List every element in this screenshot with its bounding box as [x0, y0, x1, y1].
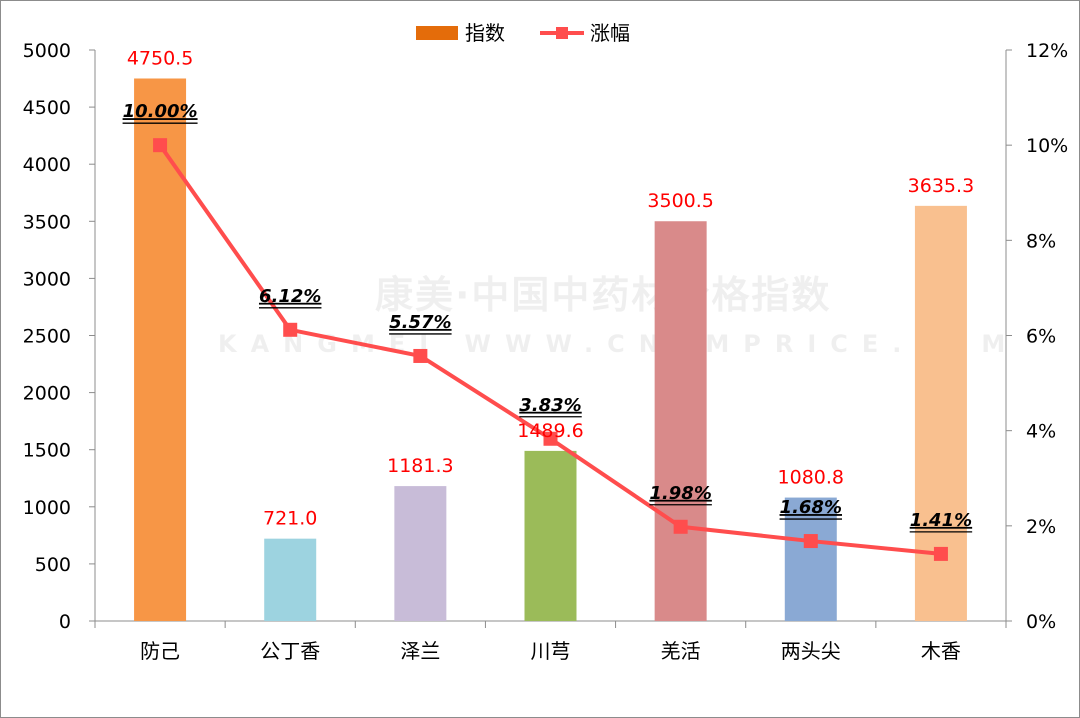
- left-tick-label: 3500: [23, 211, 71, 233]
- pct-value-label: 6.12%: [259, 286, 321, 307]
- pct-value-label: 5.57%: [389, 312, 451, 333]
- category-label: 公丁香: [260, 639, 320, 663]
- bar-value-label: 721.0: [263, 508, 317, 530]
- category-label: 川芎: [531, 639, 571, 663]
- bar: [394, 486, 447, 621]
- legend-line-marker: [556, 27, 568, 39]
- bar: [784, 497, 837, 621]
- pct-value-label: 10.00%: [123, 101, 198, 122]
- right-tick-label: 6%: [1026, 326, 1056, 348]
- left-tick-label: 3000: [23, 268, 71, 290]
- bar: [654, 221, 707, 621]
- bar-value-label: 3635.3: [908, 175, 974, 197]
- line-point: [413, 348, 428, 363]
- bar-value-label: 1080.8: [778, 467, 844, 489]
- bars-group: [134, 78, 967, 621]
- right-tick-label: 12%: [1026, 40, 1068, 62]
- left-tick-label: 0: [59, 611, 71, 633]
- line-point: [153, 138, 168, 153]
- line-point: [673, 519, 688, 534]
- category-label: 羌活: [661, 639, 701, 663]
- legend-bar-swatch: [416, 26, 458, 40]
- legend-line-label: 涨幅: [590, 21, 630, 45]
- line-point: [933, 546, 948, 561]
- left-tick-label: 2500: [23, 326, 71, 348]
- right-tick-label: 10%: [1026, 135, 1068, 157]
- bar-value-label: 3500.5: [647, 190, 713, 212]
- legend-bar-label: 指数: [465, 21, 505, 45]
- left-tick-label: 5000: [23, 40, 71, 62]
- bar: [524, 450, 577, 621]
- legend: 指数 涨幅: [416, 21, 630, 45]
- pct-value-label: 3.83%: [519, 395, 581, 416]
- bar-value-label: 4750.5: [127, 47, 193, 69]
- bar: [264, 538, 317, 621]
- line-group: [153, 138, 948, 561]
- category-label: 木香: [921, 639, 961, 663]
- right-tick-label: 8%: [1026, 230, 1056, 252]
- category-label: 防己: [140, 639, 180, 663]
- left-tick-label: 1500: [23, 440, 71, 462]
- labels-group: 4750.5 721.0 1181.3 1489.6 3500.5 1080.8 3635.…: [122, 47, 974, 533]
- category-label: 泽兰: [400, 639, 440, 663]
- right-tick-label: 2%: [1026, 516, 1056, 538]
- category-label: 两头尖: [781, 639, 841, 663]
- axes: 0 500 1000 1500 2000 2500 3000 3500 4000 4500 5000…: [23, 40, 1069, 663]
- pct-value-label: 1.68%: [780, 497, 842, 518]
- watermark-cn: 康美·中国中药材价格指数: [375, 273, 831, 317]
- right-tick-label: 0%: [1026, 611, 1056, 633]
- left-tick-label: 500: [35, 554, 71, 576]
- bar: [134, 78, 187, 621]
- watermark-en: KANGMEI WWW.CNKMPRICE.COM: [218, 330, 1019, 358]
- right-tick-label: 4%: [1026, 421, 1056, 443]
- bar-value-label: 1489.6: [517, 420, 583, 442]
- line-point: [283, 322, 298, 337]
- pct-value-label: 1.41%: [910, 510, 972, 531]
- left-tick-label: 4500: [23, 97, 71, 119]
- line-point: [803, 534, 818, 549]
- left-tick-label: 4000: [23, 154, 71, 176]
- pct-value-label: 1.98%: [649, 483, 711, 504]
- watermark: 康美·中国中药材价格指数 KANGMEI WWW.CNKMPRICE.COM: [218, 273, 1019, 358]
- left-tick-label: 2000: [23, 383, 71, 405]
- left-tick-label: 1000: [23, 497, 71, 519]
- bar-value-label: 1181.3: [387, 455, 453, 477]
- line-point: [543, 431, 558, 446]
